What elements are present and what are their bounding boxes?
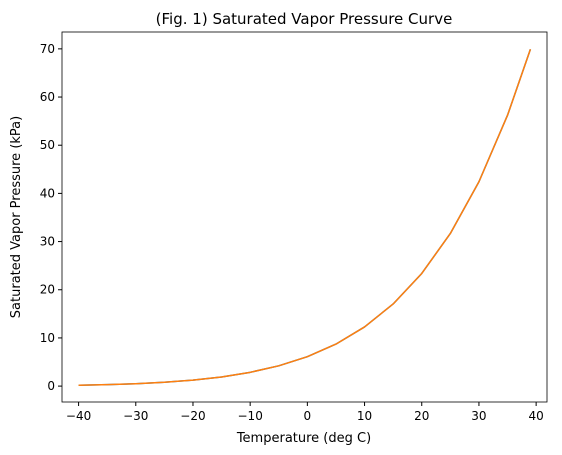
- y-tick-label: 10: [40, 331, 55, 345]
- line-series: [78, 49, 532, 386]
- y-tick-label: 70: [40, 42, 55, 56]
- x-tick-label: −30: [123, 409, 148, 423]
- x-tick-label: 40: [528, 409, 543, 423]
- y-tick-label: 40: [40, 186, 55, 200]
- x-axis-label: Temperature (deg C): [236, 431, 371, 446]
- chart-title: (Fig. 1) Saturated Vapor Pressure Curve: [156, 10, 453, 28]
- x-tick-label: 10: [357, 409, 372, 423]
- y-tick-label: 0: [47, 379, 55, 393]
- y-axis-label: Saturated Vapor Pressure (kPa): [9, 116, 24, 318]
- line-series: [78, 49, 532, 386]
- y-tick-label: 50: [40, 138, 55, 152]
- plot-frame: [61, 31, 548, 403]
- x-tick-label: 30: [471, 409, 486, 423]
- x-tick-label: 20: [414, 409, 429, 423]
- y-tick-label: 30: [40, 235, 55, 249]
- x-tick-label: −10: [238, 409, 263, 423]
- y-tick-label: 20: [40, 283, 55, 297]
- x-tick-label: −20: [180, 409, 205, 423]
- x-tick-label: 0: [304, 409, 312, 423]
- y-tick-label: 60: [40, 90, 55, 104]
- x-tick-label: −40: [66, 409, 91, 423]
